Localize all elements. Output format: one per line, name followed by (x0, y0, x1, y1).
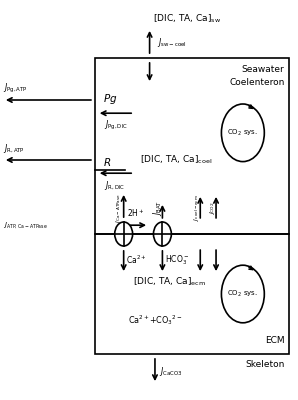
Bar (95, 58, 289, 234)
Text: [DIC, TA, Ca]$_\mathrm{coel}$: [DIC, TA, Ca]$_\mathrm{coel}$ (140, 154, 212, 166)
Bar (95, 234, 289, 354)
Text: J$_\mathrm{Pg,DIC}$: J$_\mathrm{Pg,DIC}$ (104, 119, 128, 132)
Text: CO$_2$ sys.: CO$_2$ sys. (227, 128, 258, 138)
Text: J$_\mathrm{Pg,ATP}$: J$_\mathrm{Pg,ATP}$ (3, 82, 28, 95)
Text: J$_\mathrm{BAT}$: J$_\mathrm{BAT}$ (151, 200, 164, 216)
Text: [DIC, TA, Ca]$_\mathrm{ecm}$: [DIC, TA, Ca]$_\mathrm{ecm}$ (134, 276, 206, 288)
Text: J$_\mathrm{ATP,Ca-ATPase}$: J$_\mathrm{ATP,Ca-ATPase}$ (3, 220, 48, 230)
Circle shape (153, 222, 171, 246)
Text: 2H$^+$: 2H$^+$ (127, 207, 145, 219)
Circle shape (115, 222, 133, 246)
Text: J$_\mathrm{sw-coel}$: J$_\mathrm{sw-coel}$ (157, 36, 187, 49)
Text: Ca$^{2+}$+CO$_3$$^{2-}$: Ca$^{2+}$+CO$_3$$^{2-}$ (128, 313, 182, 327)
Text: J$_\mathrm{R,DIC}$: J$_\mathrm{R,DIC}$ (104, 179, 125, 192)
Text: ECM: ECM (265, 336, 285, 345)
Text: J$_\mathrm{CO2}$: J$_\mathrm{CO2}$ (208, 201, 217, 215)
Text: J$_\mathrm{Ca-ATPase}$: J$_\mathrm{Ca-ATPase}$ (114, 193, 123, 223)
Text: $Pg$: $Pg$ (103, 92, 117, 106)
Text: CO$_2$ sys.: CO$_2$ sys. (227, 289, 258, 299)
Text: Skeleton: Skeleton (245, 360, 285, 369)
Text: J$_\mathrm{coel-ecm}$: J$_\mathrm{coel-ecm}$ (192, 195, 201, 221)
Text: HCO$_3^-$: HCO$_3^-$ (165, 253, 189, 267)
Text: J$_\mathrm{R,ATP}$: J$_\mathrm{R,ATP}$ (3, 142, 25, 155)
Text: J$_\mathrm{CaCO3}$: J$_\mathrm{CaCO3}$ (159, 366, 183, 378)
Text: [DIC, TA, Ca]$_\mathrm{sw}$: [DIC, TA, Ca]$_\mathrm{sw}$ (153, 13, 221, 25)
Text: Ca$^{2+}$: Ca$^{2+}$ (126, 254, 147, 266)
Text: Seawater: Seawater (242, 65, 285, 74)
Text: $R$: $R$ (103, 156, 111, 168)
Text: Coelenteron: Coelenteron (229, 78, 285, 87)
